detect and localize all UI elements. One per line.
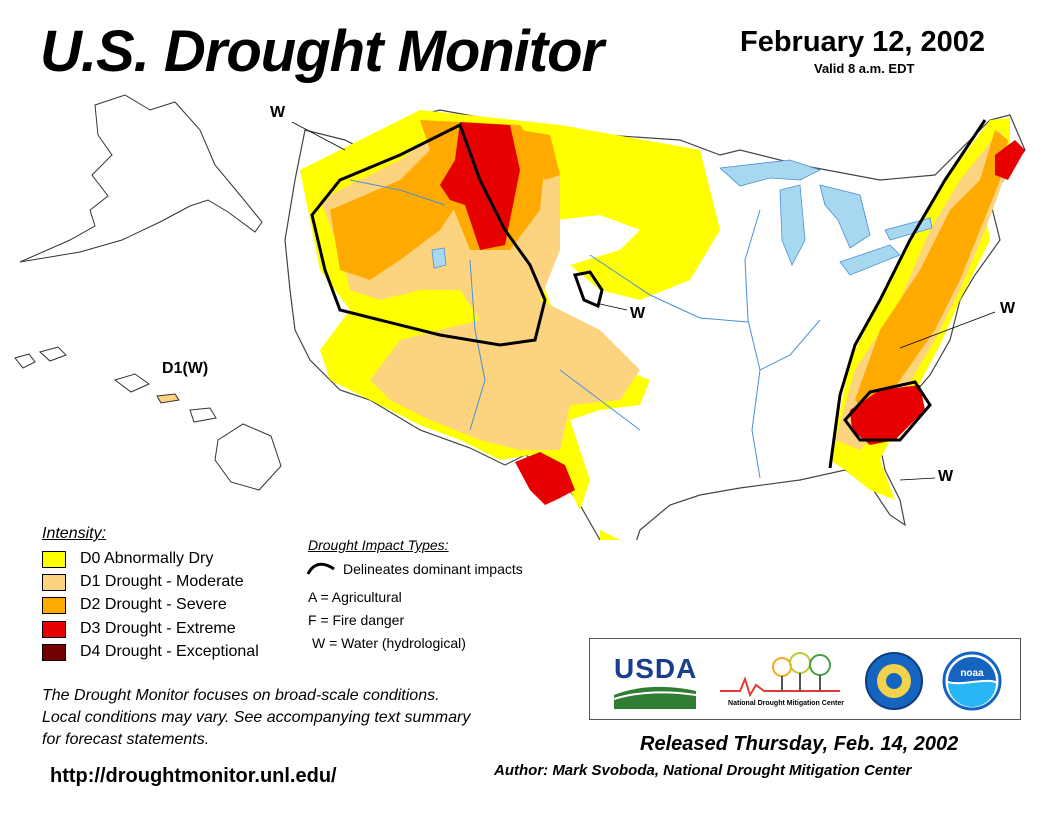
author-credit: Author: Mark Svoboda, National Drought M… xyxy=(494,762,912,779)
map-label-hawaii: D1(W) xyxy=(162,360,209,377)
legend-label: D3 Drought - Extreme xyxy=(80,620,236,637)
legend-title: Intensity: xyxy=(42,525,107,542)
impact-lines xyxy=(310,119,987,469)
map-date: February 12, 2002 xyxy=(740,26,986,58)
usda-fields-icon xyxy=(614,686,696,709)
legend-item-d3: D3 Drought - Extreme xyxy=(42,619,236,639)
legend-swatch xyxy=(42,620,66,638)
legend-swatch xyxy=(42,550,66,568)
website-link[interactable]: http://droughtmonitor.unl.edu/ xyxy=(50,765,337,787)
impact-title: Drought Impact Types: xyxy=(308,537,449,553)
disclaimer-note: The Drought Monitor focuses on broad-sca… xyxy=(42,685,582,751)
noaa-logo-icon: noaa xyxy=(942,651,1002,711)
map-label-w-northwest: W xyxy=(270,104,286,121)
impact-leaders xyxy=(291,121,996,481)
note-line: The Drought Monitor focuses on broad-sca… xyxy=(42,687,440,704)
rivers xyxy=(349,179,821,479)
hawaii-drought-area xyxy=(156,393,180,404)
map-label-w-plains: W xyxy=(630,305,646,322)
note-line: Local conditions may vary. See accompany… xyxy=(42,709,471,726)
d3-area-texas xyxy=(515,452,575,505)
map-label-w-southeast: W xyxy=(938,468,954,485)
valid-time: Valid 8 a.m. EDT xyxy=(814,61,915,76)
legend-label: D2 Drought - Severe xyxy=(80,596,227,613)
alaska-outline xyxy=(19,94,263,263)
legend-item-d1: D1 Drought - Moderate xyxy=(42,572,244,592)
d3-area-carolinas xyxy=(850,385,925,445)
great-salt-lake xyxy=(431,247,447,269)
legend-item-d4: D4 Drought - Exceptional xyxy=(42,642,259,662)
impact-line-label: Delineates dominant impacts xyxy=(343,561,523,577)
great-lakes xyxy=(719,159,933,276)
d3-area-maine xyxy=(995,140,1025,180)
legend-label: D0 Abnormally Dry xyxy=(80,550,214,567)
impact-type-f: F = Fire danger xyxy=(308,612,405,628)
ndmc-logo-label: National Drought Mitigation Center xyxy=(728,700,844,707)
legend-label: D1 Drought - Moderate xyxy=(80,573,244,590)
usda-logo: USDA xyxy=(614,653,698,684)
legend-label: D4 Drought - Exceptional xyxy=(80,643,259,660)
impact-type-w: W = Water (hydrological) xyxy=(312,635,466,651)
hawaii-islands xyxy=(14,346,282,491)
impact-line-icon xyxy=(306,562,335,575)
impact-type-a: A = Agricultural xyxy=(308,589,402,605)
legend-swatch xyxy=(42,643,66,661)
note-line: for forecast statements. xyxy=(42,731,210,748)
drought-map xyxy=(14,94,1026,540)
release-date: Released Thursday, Feb. 14, 2002 xyxy=(640,733,959,755)
logo-panel: USDA National Drought Mitigation Center … xyxy=(589,638,1021,720)
legend-swatch xyxy=(42,573,66,591)
map-label-w-midatlantic: W xyxy=(1000,300,1016,317)
legend-item-d2: D2 Drought - Severe xyxy=(42,595,227,615)
page-title: U.S. Drought Monitor xyxy=(40,19,604,84)
seal-icon xyxy=(865,652,923,710)
d2-area-east xyxy=(855,130,1008,420)
ndmc-trees-icon xyxy=(720,652,840,698)
legend-item-d0: D0 Abnormally Dry xyxy=(42,549,213,569)
d0-area-texas-coast xyxy=(600,530,620,540)
legend-swatch xyxy=(42,596,66,614)
noaa-logo-text: noaa xyxy=(960,668,984,679)
